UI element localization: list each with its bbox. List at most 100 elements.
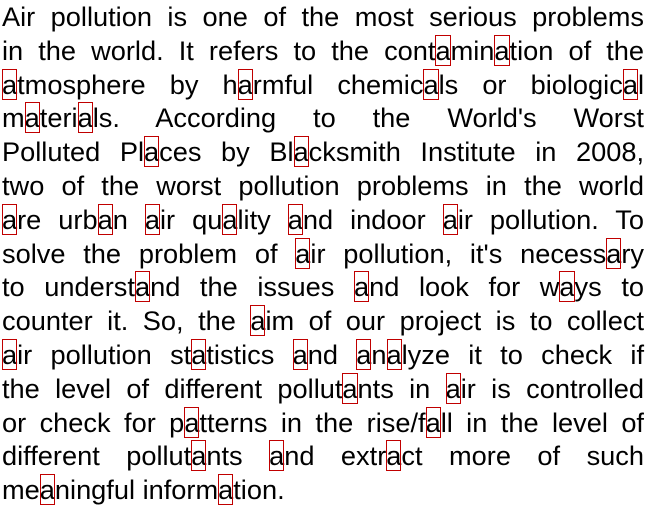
highlighted-letter: a: [144, 203, 160, 235]
highlighted-letter: a: [386, 440, 402, 472]
text-segment: min: [450, 34, 495, 66]
text-segment: tmosphere by h: [17, 68, 238, 100]
text-segment: nts in: [357, 372, 446, 404]
text-segment: nd: [307, 338, 357, 370]
highlighted-letter: a: [24, 102, 40, 134]
text-segment: ys to: [574, 271, 644, 303]
text-segment: nd the issues: [150, 271, 354, 303]
highlighted-letter: a: [191, 338, 207, 370]
text-segment: ls or biologic: [438, 68, 623, 100]
text-line: materials. According to the World's Wors…: [2, 101, 644, 135]
text-line: air pollution statistics and analyze it …: [2, 338, 644, 372]
text-line: meaningful information.: [2, 473, 644, 507]
highlighted-letter: a: [295, 237, 311, 269]
text-line: to understand the issues and look for wa…: [2, 270, 644, 304]
highlighted-letter: a: [39, 474, 55, 506]
text-segment: ls. According to the World's Worst: [92, 102, 644, 134]
highlighted-letter: a: [218, 474, 234, 506]
highlighted-letter: a: [425, 406, 441, 438]
text-segment: ningful inform: [54, 474, 219, 506]
text-segment: ct more of such: [401, 440, 645, 472]
highlighted-letter: a: [559, 271, 575, 303]
highlighted-letter: a: [292, 338, 308, 370]
text-line: different pollutants and extract more of…: [2, 439, 644, 473]
text-segment: ir pollution. To: [457, 203, 644, 235]
text-line: or check for patterns in the rise/fall i…: [2, 406, 644, 440]
text-segment: n: [112, 203, 145, 235]
highlighted-letter: a: [250, 305, 266, 337]
highlighted-letter: a: [606, 237, 622, 269]
highlighted-letter: a: [342, 372, 358, 404]
highlighted-letter: a: [269, 440, 285, 472]
text-segment: tion of the: [509, 34, 645, 66]
highlighted-letter: a: [77, 102, 93, 134]
text-segment: ir is controlled: [460, 372, 645, 404]
highlighted-letter: a: [356, 338, 372, 370]
text-line: are urban air quality and indoor air pol…: [2, 203, 644, 237]
highlighted-letter: a: [442, 203, 458, 235]
highlighted-letter: a: [144, 136, 160, 168]
highlighted-letter: a: [184, 406, 200, 438]
highlighted-letter: a: [222, 203, 238, 235]
text-line: Polluted Places by Blacksmith Institute …: [2, 135, 644, 169]
text-segment: or check for p: [2, 406, 185, 438]
text-segment: ir pollution st: [17, 338, 192, 370]
highlighted-letter: a: [2, 338, 18, 370]
text-segment: rmful chemic: [252, 68, 424, 100]
highlighted-letter: a: [293, 136, 309, 168]
text-line: the level of different pollutants in air…: [2, 372, 644, 406]
highlighted-letter: a: [2, 68, 18, 100]
highlighted-letter: a: [134, 271, 151, 303]
text-segment: re urb: [17, 203, 98, 235]
text-segment: in the world. It refers to the cont: [2, 34, 436, 66]
text-segment: Polluted Pl: [2, 136, 145, 168]
highlighted-letter: a: [494, 34, 510, 66]
text-line: counter it. So, the aim of our project i…: [2, 304, 644, 338]
highlighted-letter: a: [435, 34, 451, 66]
highlighted-letter: a: [423, 68, 439, 100]
text-segment: ir pollution, it's necess: [310, 237, 607, 269]
text-segment: n: [371, 338, 387, 370]
text-segment: to underst: [2, 271, 135, 303]
highlighted-letter: a: [2, 203, 18, 235]
text-segment: cksmith Institute in 2008,: [308, 136, 644, 168]
highlighted-letter: a: [622, 68, 638, 100]
text-segment: solve the problem of: [2, 237, 296, 269]
text-segment: lyze it to check if: [401, 338, 645, 370]
text-segment: ll in the level of: [440, 406, 644, 438]
text-segment: lity: [237, 203, 288, 235]
text-line: atmosphere by harmful chemicals or biolo…: [2, 68, 644, 102]
text-segment: nd extr: [284, 440, 387, 472]
highlighted-letter: a: [97, 203, 113, 235]
text-segment: tion.: [233, 474, 285, 506]
text-segment: Air pollution is one of the most serious…: [2, 1, 644, 32]
highlighted-letter: a: [287, 203, 303, 235]
text-segment: counter it. So, the: [2, 305, 251, 337]
text-segment: im of our project is to collect: [265, 305, 644, 337]
text-segment: nd indoor: [302, 203, 443, 235]
text-segment: me: [2, 474, 40, 506]
text-line: solve the problem of air pollution, it's…: [2, 237, 644, 271]
highlighted-letter: a: [354, 271, 370, 303]
text-segment: teri: [39, 102, 78, 134]
text-segment: m: [2, 102, 25, 134]
text-segment: tterns in the rise/f: [199, 406, 426, 438]
text-segment: nts: [206, 440, 270, 472]
text-segment: the level of different pollut: [2, 372, 343, 404]
text-line: in the world. It refers to the contamina…: [2, 34, 644, 68]
text-segment: ir qu: [160, 203, 223, 235]
text-line: Air pollution is one of the most serious…: [2, 0, 644, 34]
highlighted-letter: a: [191, 440, 207, 472]
text-segment: ces by Bl: [159, 136, 294, 168]
text-segment: tistics: [206, 338, 293, 370]
text-segment: nd look for w: [369, 271, 560, 303]
highlighted-letter: a: [386, 338, 402, 370]
text-segment: ry: [621, 237, 644, 269]
text-line: two of the worst pollution problems in t…: [2, 169, 644, 203]
text-segment: l: [637, 68, 644, 100]
highlighted-letter: a: [445, 372, 461, 404]
highlighted-letter: a: [237, 68, 253, 100]
text-segment: two of the worst pollution problems in t…: [2, 169, 644, 201]
text-segment: different pollut: [2, 440, 192, 472]
